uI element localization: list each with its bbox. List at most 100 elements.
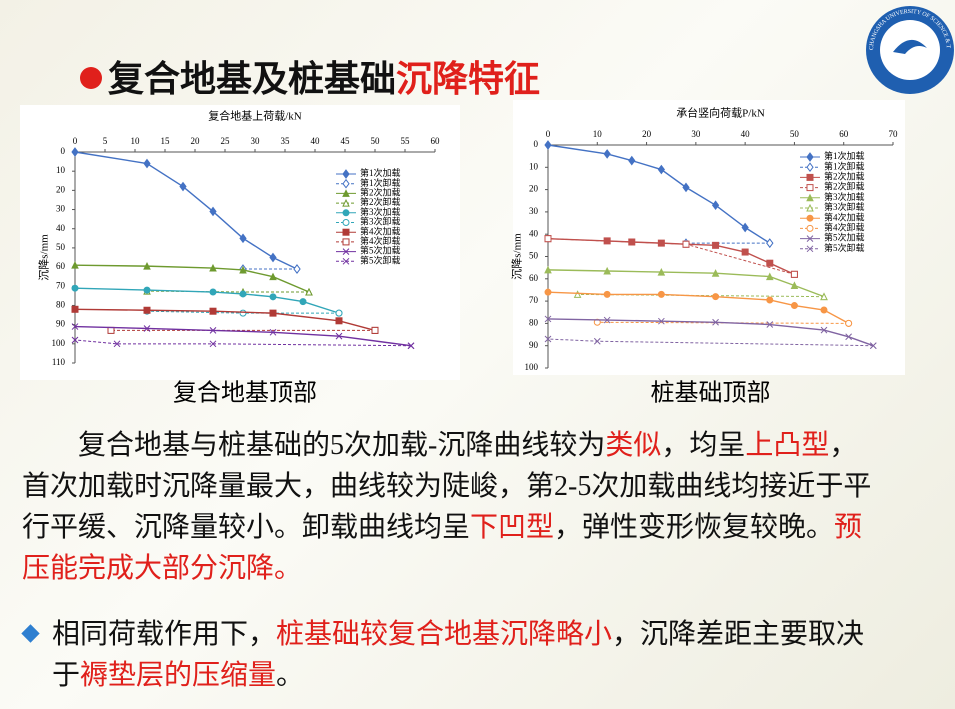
marker [573, 290, 582, 298]
legend-label: 第3次卸载 [360, 216, 401, 227]
marker [209, 340, 217, 348]
x-tick-label: 70 [889, 129, 899, 139]
marker [806, 203, 814, 212]
marker [790, 281, 799, 289]
x-tick-label: 40 [741, 129, 751, 139]
chart-caption: 复合地基顶部 [173, 380, 317, 407]
marker [143, 262, 151, 270]
logo-center [880, 20, 940, 80]
marker [239, 265, 247, 274]
marker [407, 342, 415, 350]
legend-label: 第5次加载 [360, 245, 401, 256]
x-tick-label: 5 [103, 136, 108, 146]
y-tick-label: 90 [529, 340, 539, 350]
marker [209, 327, 217, 334]
x-tick-label: 55 [401, 136, 411, 146]
marker [239, 233, 247, 244]
x-tick-label: 45 [341, 136, 351, 146]
text-run: 复合地基及桩基础 [108, 59, 397, 99]
marker [603, 290, 611, 298]
marker [603, 316, 611, 324]
marker [269, 328, 277, 336]
legend-label: 第2次卸载 [360, 196, 401, 207]
x-tick-label: 10 [131, 136, 141, 146]
x-tick-label: 0 [546, 129, 551, 139]
legend-label: 第3次加载 [360, 206, 401, 217]
series-line [74, 308, 376, 332]
marker [293, 264, 301, 274]
x-tick-label: 30 [251, 136, 261, 146]
x-axis-title: 承台竖向荷载P/kN [676, 106, 765, 120]
marker [766, 259, 774, 267]
marker [342, 198, 350, 207]
marker [544, 140, 552, 150]
series-line [74, 264, 310, 293]
marker [239, 309, 247, 317]
marker [820, 326, 828, 334]
x-tick-label: 0 [73, 136, 78, 146]
x-tick-label: 30 [691, 129, 701, 139]
marker [806, 152, 814, 162]
y-tick-label: 20 [56, 184, 66, 194]
marker [107, 326, 115, 334]
marker [544, 265, 552, 274]
y-tick-label: 50 [56, 242, 66, 252]
y-tick-label: 30 [529, 206, 539, 216]
series-line [547, 318, 874, 347]
y-axis-title: 沉降s/mm [510, 233, 524, 280]
marker [806, 184, 814, 192]
marker [741, 248, 749, 256]
y-tick-label: 80 [56, 300, 66, 310]
y-tick-label: 80 [529, 317, 539, 327]
x-tick-label: 10 [593, 129, 603, 139]
logo-emblem [893, 39, 927, 54]
text-run: 复合地基与桩基础的5次加载-沉降曲线较为 [78, 430, 606, 461]
marker [113, 340, 121, 348]
marker [682, 182, 690, 193]
marker [143, 306, 151, 314]
text-run: 类似 [605, 430, 662, 461]
marker [269, 272, 277, 281]
marker [628, 155, 636, 166]
y-tick-label: 40 [529, 228, 539, 238]
marker [657, 290, 665, 298]
y-tick-label: 110 [52, 357, 66, 367]
marker [806, 224, 814, 232]
bullet [21, 624, 40, 643]
legend-label: 第1次卸载 [824, 160, 865, 171]
marker [269, 293, 277, 301]
text-run: 相同荷载作用下， [52, 619, 277, 650]
y-tick-label: 10 [56, 165, 66, 175]
marker [342, 219, 350, 226]
marker [712, 293, 720, 301]
y-tick-label: 100 [52, 338, 66, 348]
text-run: 褥垫层的压缩量 [80, 660, 277, 691]
marker [790, 270, 798, 278]
marker [806, 162, 814, 173]
marker [269, 252, 277, 263]
y-axis-title: 沉降s/mm [37, 234, 51, 281]
text-run: ，弹性变形恢复较晚。 [554, 512, 835, 543]
text-run: 桩基础较复合地基沉降略小 [276, 619, 613, 650]
text-run: ，沉降差距主要取决于 [52, 619, 865, 691]
marker [806, 214, 814, 222]
marker [335, 317, 343, 325]
y-tick-label: 70 [529, 295, 539, 305]
marker [845, 333, 852, 341]
text-run: ，首次加载时沉降量最大，曲线较为陡峻，第2-5次加载曲线均接近于平行平缓、沉降量… [22, 430, 872, 543]
marker [209, 288, 217, 296]
paragraph: 相同荷载作用下，桩基础较复合地基沉降略小，沉降差距主要取决于褥垫层的压缩量。 [21, 614, 882, 696]
x-tick-label: 60 [839, 129, 849, 139]
marker [342, 189, 350, 197]
y-tick-label: 60 [529, 273, 539, 283]
logo-text-path: CHANGSHA UNIVERSITY OF SCIENCE & TECHNOL… [0, 0, 951, 50]
marker [682, 240, 690, 248]
marker [305, 287, 313, 296]
marker [544, 235, 552, 243]
text-run: 。 [276, 660, 305, 691]
series-line [547, 144, 771, 244]
marker [71, 261, 79, 269]
marker [658, 317, 665, 325]
